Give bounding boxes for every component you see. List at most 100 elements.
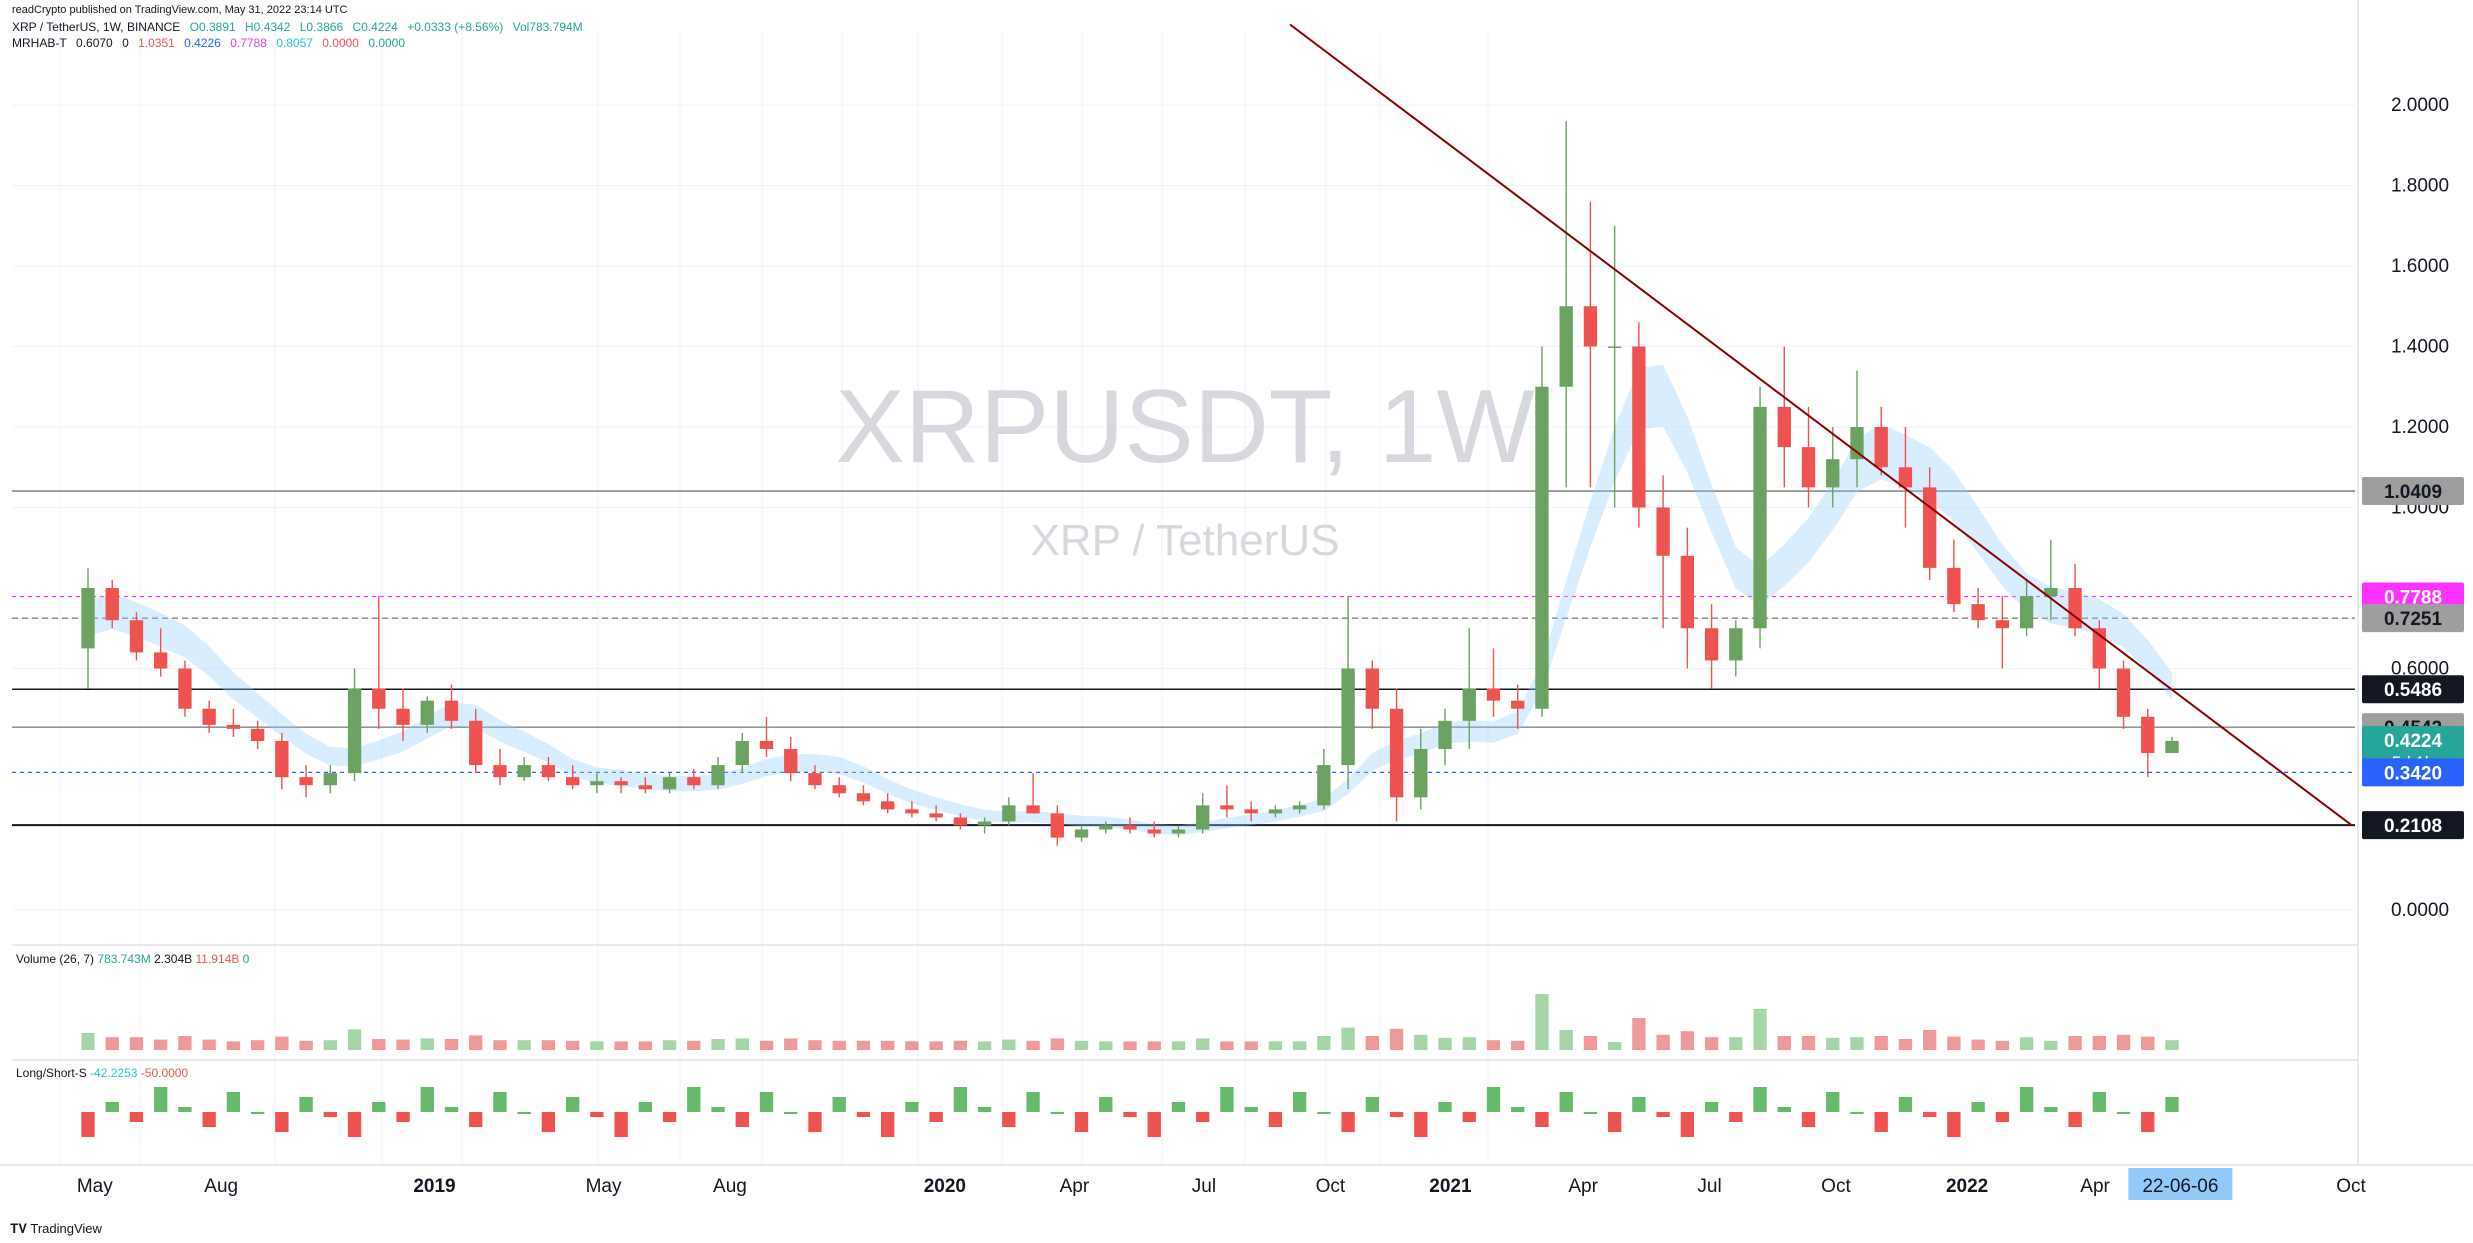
time-tick-label: Apr	[1060, 1176, 1090, 1197]
long-short-bar	[1244, 1107, 1258, 1112]
price-badge-label: 0.3420	[2384, 763, 2442, 784]
volume-bar	[469, 1035, 483, 1050]
indicator-value: 0.0000	[368, 36, 406, 50]
long-short-bar	[1559, 1092, 1573, 1112]
long-short-bar	[856, 1112, 871, 1117]
indicator-value: 0.4226	[184, 36, 221, 50]
long-short-bar	[638, 1102, 653, 1112]
volume-bar	[808, 1040, 822, 1050]
ohlc-volume: Vol783.794M	[512, 20, 583, 34]
volume-bar	[565, 1040, 580, 1050]
price-badge-label: 0.7788	[2384, 588, 2442, 609]
volume-bar	[129, 1037, 144, 1050]
volume-bar	[905, 1041, 919, 1050]
volume-bar	[856, 1040, 871, 1050]
ohlc-low: L0.3866	[299, 20, 344, 34]
candle-body	[469, 720, 483, 766]
candle-body	[1147, 829, 1161, 834]
long-short-bar	[1704, 1102, 1719, 1112]
volume-bar	[1341, 1027, 1355, 1050]
candle-body	[905, 809, 919, 814]
long-short-bar	[105, 1102, 119, 1112]
long-short-bar	[1656, 1112, 1670, 1117]
candle-body	[396, 708, 410, 725]
volume-bar	[2044, 1040, 2058, 1050]
candle-body	[1583, 306, 1598, 347]
candle-body	[1850, 427, 1864, 460]
ls-value: -42.2253	[90, 1066, 138, 1080]
candle-body	[1923, 487, 1937, 568]
long-short-bar	[372, 1102, 386, 1112]
long-short-bar	[759, 1092, 774, 1112]
volume-bar	[1874, 1036, 1888, 1050]
long-short-bar	[1365, 1097, 1379, 1112]
long-short-bar	[420, 1087, 434, 1112]
symbol-line: XRP / TetherUS, 1W, BINANCE	[12, 20, 181, 34]
long-short-bar	[2165, 1097, 2179, 1112]
candle-body	[881, 801, 895, 810]
volume-bar	[226, 1041, 241, 1050]
long-short-bar	[1753, 1087, 1767, 1112]
time-tick-label: Oct	[1316, 1176, 1346, 1197]
candle-body	[2019, 596, 2034, 629]
volume-bar	[1389, 1028, 1404, 1050]
long-short-bar	[1874, 1112, 1888, 1132]
long-short-bar	[1632, 1097, 1646, 1112]
long-short-bar	[2019, 1087, 2034, 1112]
candle-body	[226, 724, 241, 729]
long-short-bar	[1123, 1112, 1137, 1117]
candle-body	[1050, 813, 1064, 838]
time-axis[interactable]: May Aug 2019 May Aug 2020 Apr Jul Oct 2021 Apr Jul O…	[0, 1164, 2473, 1200]
volume-bar	[784, 1038, 798, 1050]
time-tick-label: 2019	[413, 1176, 455, 1197]
candle-body	[1607, 346, 1622, 348]
candle-body	[662, 777, 677, 790]
candle-body	[1341, 668, 1355, 766]
volume-bar	[1729, 1037, 1743, 1050]
long-short-bar	[469, 1112, 483, 1127]
candle-body	[1971, 604, 1985, 621]
grid-lines	[12, 30, 2355, 1165]
volume-bar	[1753, 1009, 1767, 1050]
candle-body	[1898, 467, 1913, 488]
volume-bar	[250, 1040, 265, 1050]
tradingview-logo[interactable]: 𝐓𝐕 TradingView	[10, 1221, 102, 1237]
volume-bar	[1801, 1036, 1816, 1050]
indicator-panels: 40B00.0000	[12, 944, 2448, 1137]
volume-bar	[711, 1039, 725, 1050]
volume-bar	[2068, 1036, 2082, 1050]
volume-bar	[493, 1040, 507, 1050]
long-short-bar	[517, 1112, 531, 1114]
candle-body	[105, 588, 119, 621]
candle-body	[735, 740, 749, 766]
volume-bar	[1365, 1036, 1379, 1050]
volume-bar	[1680, 1031, 1695, 1050]
candle-body	[1777, 406, 1791, 448]
price-badge-label: 0.7251	[2384, 609, 2443, 630]
candle-body	[202, 708, 216, 725]
volume-bar	[2092, 1036, 2106, 1050]
volume-bar	[1462, 1037, 1476, 1050]
resistance-trendline	[1289, 23, 2353, 827]
price-badge	[2362, 582, 2464, 611]
long-short-bar	[953, 1087, 968, 1112]
volume-bar	[1607, 1042, 1622, 1050]
candle-body	[541, 765, 556, 778]
ls-panel-label: Long/Short-S -42.2253 -50.0000	[16, 1066, 188, 1080]
volume-bar	[1535, 994, 1549, 1050]
candle-body	[687, 777, 701, 786]
time-tick-label: May	[586, 1176, 622, 1197]
ls-title: Long/Short-S	[16, 1066, 87, 1080]
price-badge	[2362, 477, 2464, 506]
volume-bar	[953, 1040, 968, 1050]
long-short-bar	[2116, 1112, 2131, 1114]
long-short-bar	[1898, 1097, 1913, 1112]
volume-bar	[759, 1040, 774, 1050]
long-short-bar	[590, 1112, 604, 1117]
time-tick-label: Apr	[2080, 1176, 2110, 1197]
volume-bar	[977, 1041, 992, 1050]
price-axis[interactable]: 2.00001.80001.60001.40001.20001.00000.60…	[2357, 0, 2473, 1170]
trendline[interactable]	[1289, 23, 2353, 827]
candle-body	[1632, 346, 1646, 508]
